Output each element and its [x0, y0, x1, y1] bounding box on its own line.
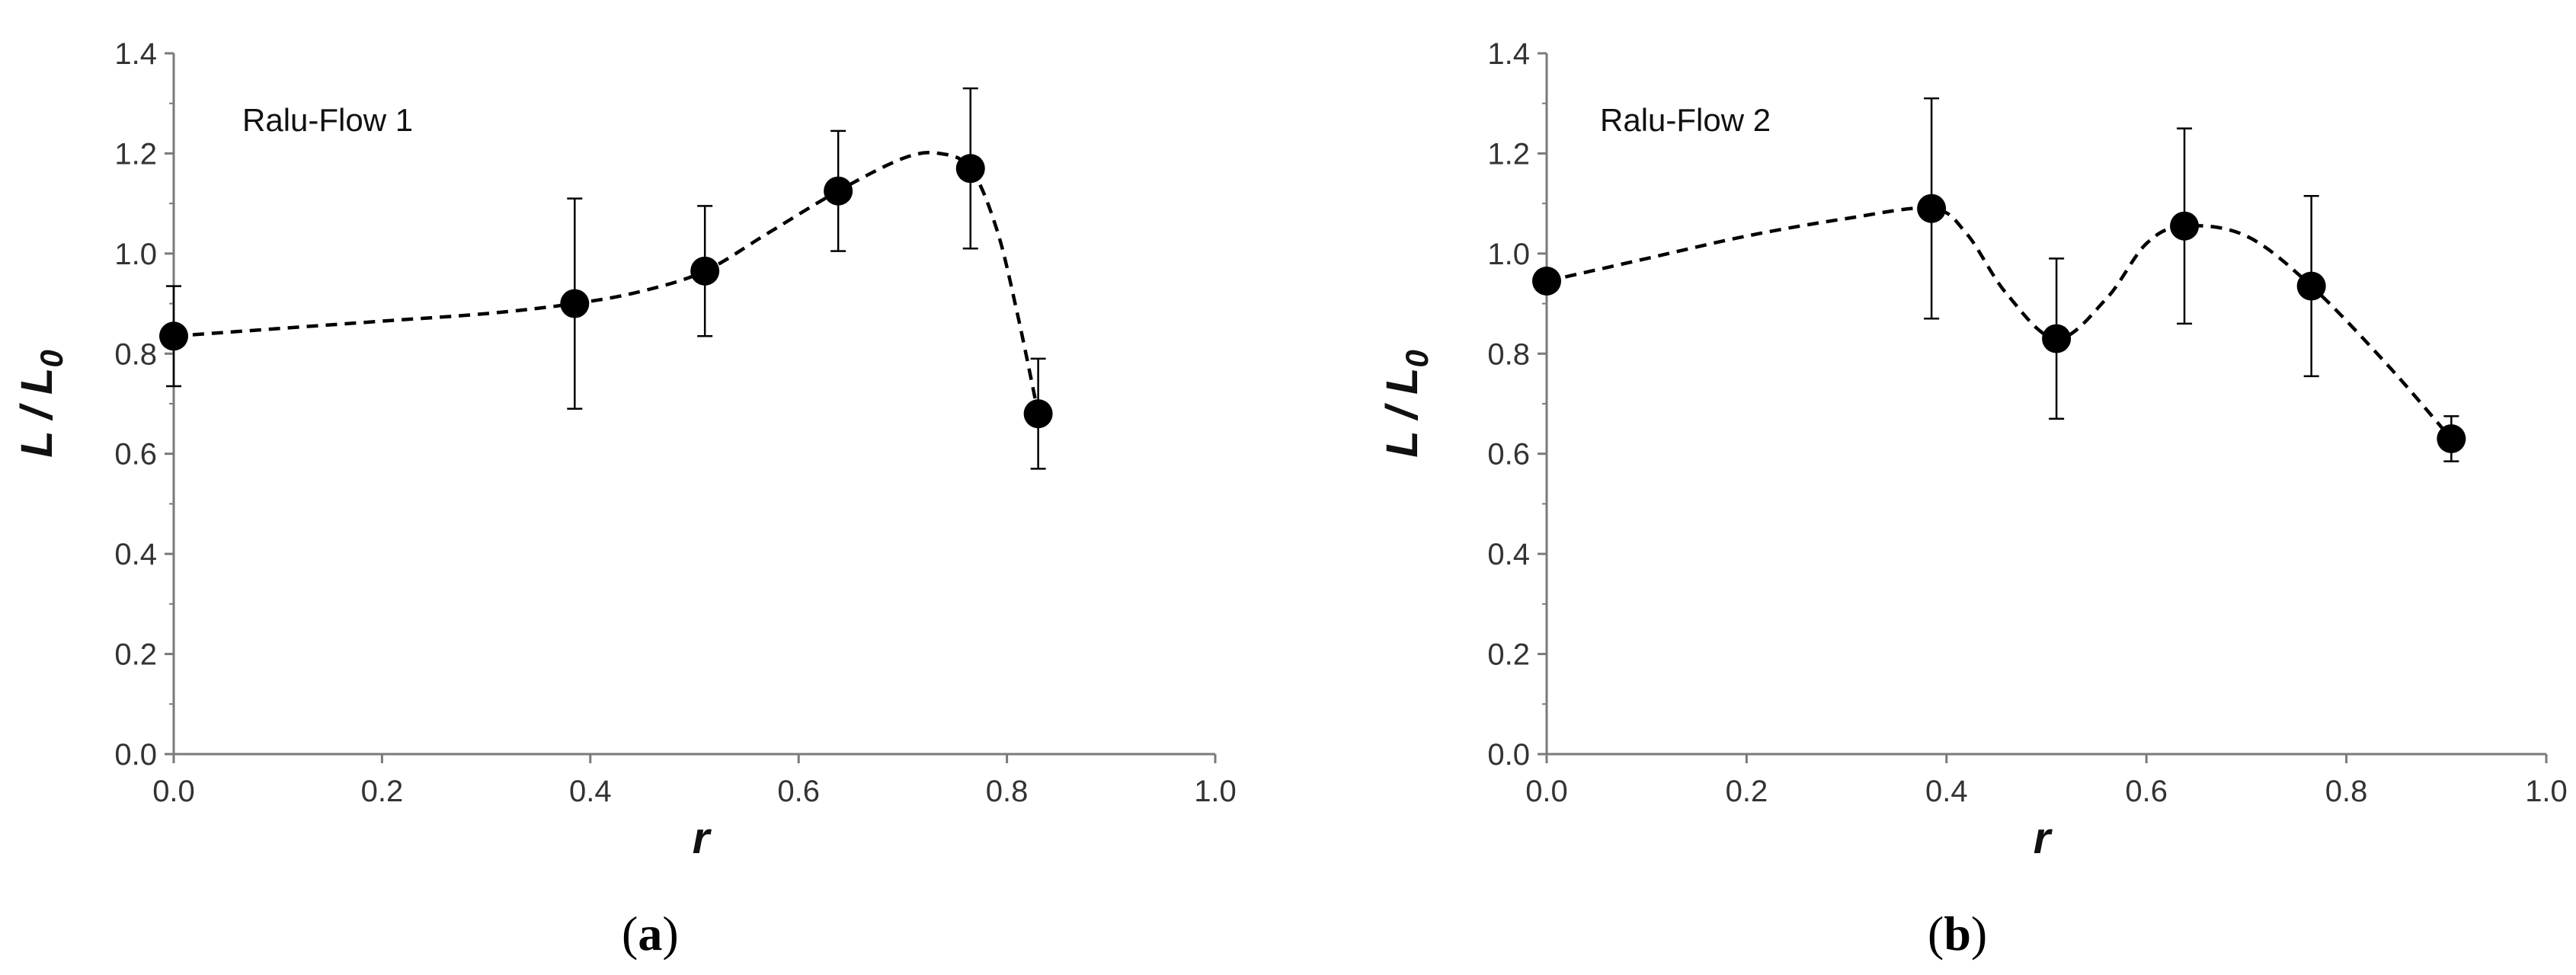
data-point: [2042, 324, 2072, 353]
x-tick-label: 0.4: [1925, 775, 1968, 808]
panel-label-b: (b): [1928, 906, 1987, 961]
x-tick-label: 0.2: [361, 775, 404, 808]
x-tick-label: 0.2: [1726, 775, 1768, 808]
x-tick-label: 1.0: [2525, 775, 2568, 808]
panel-label-a: (a): [622, 906, 679, 961]
y-tick-label: 0.2: [114, 638, 157, 672]
data-point: [1532, 267, 1561, 296]
chart-panel-b: 0.0 0.2 0.4 0.6 0.8 1.0 1.2 1.4 0.0 0.2 0.4 0.6 0.8…: [1378, 37, 2568, 961]
x-tick-label: 0.8: [2325, 775, 2368, 808]
y-tick-label: 0.6: [114, 438, 157, 472]
y-tick-label: 0.8: [1487, 337, 1530, 371]
series-annotation: Ralu-Flow 1: [242, 102, 413, 138]
y-tick-label: 0.0: [1487, 738, 1530, 772]
y-tick-label: 0.6: [1487, 438, 1530, 472]
data-points: [159, 154, 1053, 429]
x-axis-title: r: [2034, 814, 2053, 863]
data-point: [1023, 399, 1053, 429]
x-tick-label: 0.0: [152, 775, 195, 808]
x-tick-label: 0.4: [569, 775, 612, 808]
y-axis-title: L / L0: [12, 350, 69, 458]
series-annotation: Ralu-Flow 2: [1600, 102, 1771, 138]
y-tick-label: 0.4: [1487, 538, 1530, 571]
y-tick-label: 1.2: [114, 137, 157, 171]
data-point: [2170, 211, 2200, 241]
data-point: [1917, 193, 1947, 223]
data-points: [1532, 193, 2466, 453]
data-point: [2296, 271, 2326, 301]
y-tick-label: 1.2: [1487, 137, 1530, 171]
data-point: [690, 256, 720, 286]
x-tick-label: 1.0: [1194, 775, 1237, 808]
data-point: [560, 289, 590, 318]
y-tick-label: 0.2: [1487, 638, 1530, 672]
data-point: [159, 321, 188, 351]
y-ticks: 0.0 0.2 0.4 0.6 0.8 1.0 1.2 1.4: [114, 37, 174, 772]
y-tick-label: 1.4: [114, 37, 157, 71]
y-tick-label: 0.8: [114, 337, 157, 371]
x-tick-label: 0.0: [1525, 775, 1568, 808]
data-point: [955, 154, 985, 184]
x-axis-title: r: [693, 814, 712, 863]
data-point: [824, 176, 853, 206]
x-ticks: 0.0 0.2 0.4 0.6 0.8 1.0: [1525, 754, 2568, 808]
y-ticks: 0.0 0.2 0.4 0.6 0.8 1.0 1.2 1.4: [1487, 37, 1547, 772]
chart-panel-a: 0.0 0.2 0.4 0.6 0.8 1.0 1.2 1.4 0.0 0.2 0.4 0.6 0.8…: [12, 37, 1237, 961]
y-tick-label: 1.4: [1487, 37, 1530, 71]
y-tick-label: 0.0: [114, 738, 157, 772]
x-tick-label: 0.8: [986, 775, 1029, 808]
dashed-trend-line: [173, 151, 1040, 414]
data-point: [2437, 424, 2466, 453]
y-tick-label: 1.0: [114, 238, 157, 271]
y-tick-label: 1.0: [1487, 238, 1530, 271]
y-tick-label: 0.4: [114, 538, 157, 571]
x-ticks: 0.0 0.2 0.4 0.6 0.8 1.0: [152, 754, 1237, 808]
y-axis-title: L / L0: [1378, 350, 1435, 458]
x-tick-label: 0.6: [2125, 775, 2168, 808]
x-tick-label: 0.6: [777, 775, 820, 808]
